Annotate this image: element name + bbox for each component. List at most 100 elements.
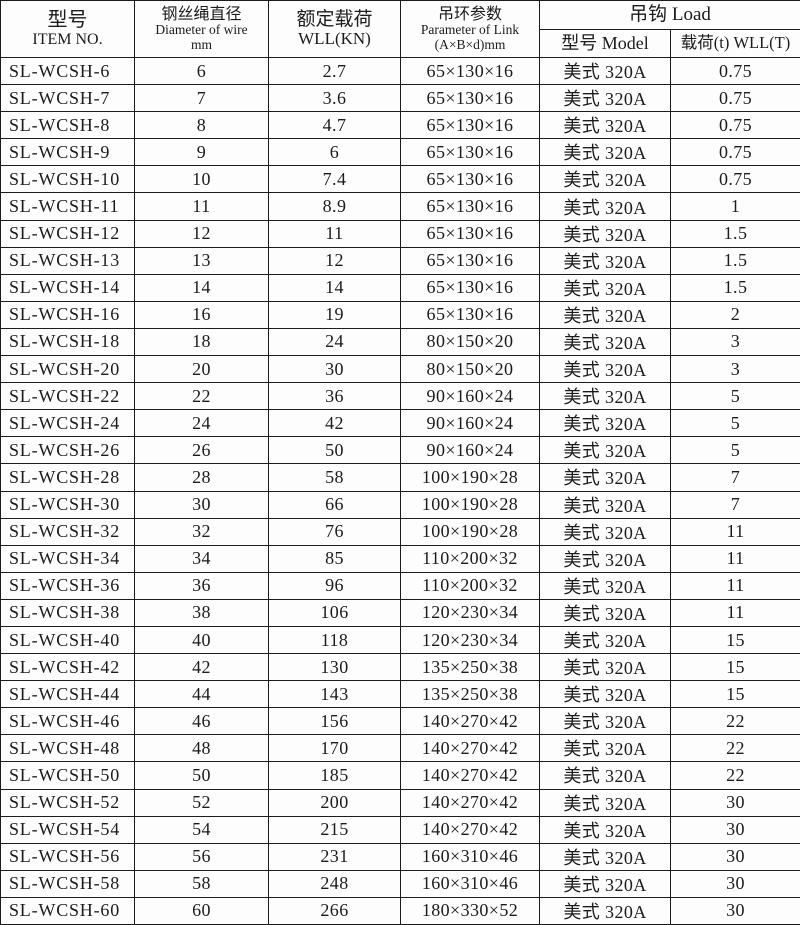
cell-hook-model: 美式 320A: [539, 246, 671, 275]
cell-hook-load: 11: [669, 571, 800, 600]
cell-wll: 156: [268, 707, 401, 736]
cell-wll: 6: [268, 138, 401, 167]
cell-hook-load: 1.5: [669, 273, 800, 302]
cell-diameter: 46: [134, 707, 269, 736]
cell-item-no: SL-WCSH-6: [0, 56, 135, 86]
cell-diameter: 22: [134, 382, 269, 411]
cell-link-params: 135×250×38: [400, 680, 540, 709]
cell-hook-model: 美式 320A: [539, 842, 671, 871]
header-wll-en: WLL(KN): [298, 29, 371, 49]
table-row: SL-WCSH-56 56 231 160×310×46 美式 320A 30: [0, 842, 800, 871]
cell-hook-load: 5: [669, 436, 800, 465]
cell-hook-load: 0.75: [669, 84, 800, 113]
cell-hook-model: 美式 320A: [539, 571, 671, 600]
cell-diameter: 26: [134, 436, 269, 465]
cell-link-params: 80×150×20: [400, 327, 540, 357]
cell-wll: 170: [268, 734, 401, 763]
cell-wll: 266: [268, 896, 401, 925]
cell-link-params: 65×130×16: [400, 138, 540, 167]
cell-item-no: SL-WCSH-60: [0, 896, 135, 925]
cell-link-params: 65×130×16: [400, 273, 540, 302]
cell-hook-model: 美式 320A: [539, 653, 671, 682]
header-hook-load: 载荷(t) WLL(T): [669, 29, 800, 58]
table-row: SL-WCSH-16 16 19 65×130×16 美式 320A 2: [0, 300, 800, 329]
cell-hook-load: 0.75: [669, 56, 800, 86]
cell-diameter: 34: [134, 544, 269, 573]
cell-hook-load: 7: [669, 463, 800, 492]
cell-item-no: SL-WCSH-50: [0, 761, 135, 790]
table-header: 型号 ITEM NO. 钢丝绳直径 Diameter of wire mm 额定…: [0, 0, 800, 58]
cell-item-no: SL-WCSH-10: [0, 165, 135, 194]
cell-hook-model: 美式 320A: [539, 273, 671, 302]
cell-diameter: 13: [134, 246, 269, 275]
cell-hook-model: 美式 320A: [539, 680, 671, 709]
cell-link-params: 65×130×16: [400, 111, 540, 140]
cell-wll: 8.9: [268, 192, 401, 221]
cell-item-no: SL-WCSH-56: [0, 842, 135, 871]
table-row: SL-WCSH-46 46 156 140×270×42 美式 320A 22: [0, 707, 800, 736]
cell-hook-model: 美式 320A: [539, 355, 671, 384]
cell-wll: 7.4: [268, 165, 401, 194]
header-hook-model-label: 型号 Model: [561, 32, 649, 53]
cell-hook-load: 11: [669, 598, 800, 627]
cell-hook-load: 0.75: [669, 165, 800, 194]
cell-hook-load: 22: [669, 707, 800, 736]
cell-item-no: SL-WCSH-26: [0, 436, 135, 465]
table-row: SL-WCSH-6 6 2.7 65×130×16 美式 320A 0.75: [0, 56, 800, 86]
cell-diameter: 58: [134, 869, 269, 898]
header-hook-group: 吊钩 Load: [538, 0, 800, 30]
table-row: SL-WCSH-60 60 266 180×330×52 美式 320A 30: [0, 896, 800, 925]
cell-link-params: 140×270×42: [400, 815, 540, 844]
cell-wll: 130: [268, 653, 401, 682]
cell-wll: 76: [268, 517, 401, 546]
table-row: SL-WCSH-54 54 215 140×270×42 美式 320A 30: [0, 815, 800, 844]
table-row: SL-WCSH-8 8 4.7 65×130×16 美式 320A 0.75: [0, 111, 800, 140]
table-row: SL-WCSH-22 22 36 90×160×24 美式 320A 5: [0, 382, 800, 411]
cell-link-params: 65×130×16: [400, 192, 540, 221]
cell-hook-load: 30: [669, 788, 800, 817]
header-hook-load-label: 载荷(t) WLL(T): [680, 33, 791, 53]
table-row: SL-WCSH-14 14 14 65×130×16 美式 320A 1.5: [0, 273, 800, 302]
table-row: SL-WCSH-12 12 11 65×130×16 美式 320A 1.5: [0, 219, 800, 248]
table-row: SL-WCSH-48 48 170 140×270×42 美式 320A 22: [0, 734, 800, 763]
cell-hook-model: 美式 320A: [539, 300, 671, 329]
cell-link-params: 180×330×52: [400, 896, 540, 925]
cell-item-no: SL-WCSH-7: [0, 84, 135, 113]
cell-link-params: 65×130×16: [400, 219, 540, 248]
cell-hook-model: 美式 320A: [539, 625, 671, 655]
cell-item-no: SL-WCSH-32: [0, 517, 135, 546]
cell-item-no: SL-WCSH-11: [0, 192, 135, 221]
cell-hook-model: 美式 320A: [539, 788, 671, 817]
header-hook-group-label: 吊钩 Load: [629, 3, 711, 25]
cell-wll: 12: [268, 246, 401, 275]
cell-hook-load: 1.5: [669, 246, 800, 275]
cell-hook-model: 美式 320A: [539, 327, 671, 357]
cell-hook-load: 30: [669, 842, 800, 871]
cell-diameter: 7: [134, 84, 269, 113]
header-item-no-zh: 型号: [47, 8, 88, 31]
cell-link-params: 160×310×46: [400, 842, 540, 871]
cell-wll: 200: [268, 788, 401, 817]
table-row: SL-WCSH-34 34 85 110×200×32 美式 320A 11: [0, 544, 800, 573]
cell-link-params: 90×160×24: [400, 436, 540, 465]
cell-wll: 42: [268, 409, 401, 438]
cell-hook-model: 美式 320A: [539, 517, 671, 546]
cell-hook-load: 15: [669, 680, 800, 709]
cell-wll: 11: [268, 219, 401, 248]
cell-item-no: SL-WCSH-24: [0, 409, 135, 438]
cell-hook-load: 7: [669, 490, 800, 519]
cell-link-params: 65×130×16: [400, 246, 540, 275]
cell-hook-model: 美式 320A: [539, 815, 671, 844]
cell-hook-load: 22: [669, 761, 800, 790]
cell-hook-model: 美式 320A: [539, 707, 671, 736]
cell-item-no: SL-WCSH-12: [0, 219, 135, 248]
table-row: SL-WCSH-52 52 200 140×270×42 美式 320A 30: [0, 788, 800, 817]
cell-hook-load: 30: [669, 896, 800, 925]
cell-item-no: SL-WCSH-13: [0, 246, 135, 275]
cell-link-params: 120×230×34: [400, 625, 540, 655]
cell-item-no: SL-WCSH-48: [0, 734, 135, 763]
cell-diameter: 16: [134, 300, 269, 329]
cell-wll: 215: [268, 815, 401, 844]
cell-hook-load: 1: [669, 192, 800, 221]
cell-link-params: 110×200×32: [400, 544, 540, 573]
